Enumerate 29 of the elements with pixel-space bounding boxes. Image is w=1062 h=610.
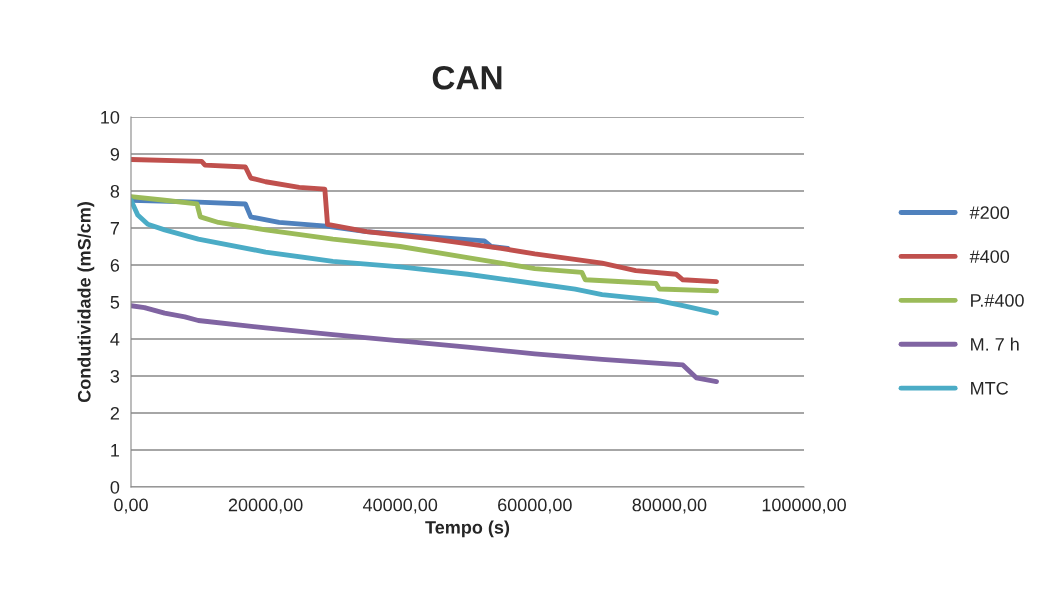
x-tick-label: 80000,00 — [632, 498, 707, 514]
legend-label: #400 — [969, 250, 1010, 263]
y-tick-label: 9 — [110, 147, 120, 161]
y-tick-label: 1 — [111, 444, 120, 457]
y-tick-label: 10 — [101, 110, 120, 124]
line-series — [131, 194, 719, 294]
legend-label: #200 — [969, 206, 1010, 220]
x-tick-label: 100000,00 — [762, 498, 846, 514]
x-tick-label: 20000,00 — [228, 498, 303, 514]
y-tick-label: 7 — [110, 222, 119, 235]
y-tick-label: 5 — [110, 296, 120, 309]
y-tick-label: 4 — [110, 333, 120, 346]
x-tick-label: 60000,00 — [498, 498, 572, 514]
legend-label: P.#400 — [971, 294, 1024, 307]
y-axis-title: Condutividade (mS/cm) — [77, 202, 95, 403]
line-series — [131, 157, 719, 285]
legend-label: M. 7 h — [971, 337, 1019, 351]
y-tick-label: 0 — [110, 480, 120, 494]
x-tick-label: 40000,00 — [362, 498, 438, 514]
line-series — [131, 197, 719, 316]
y-tick-label: 2 — [110, 406, 119, 420]
legend-label: MTC — [971, 381, 1009, 395]
y-tick-label: 3 — [110, 369, 120, 383]
x-tick-label: 0,00 — [114, 498, 148, 514]
x-axis-title: Tempo (s) — [425, 520, 510, 538]
chart-title: CAN — [432, 65, 502, 90]
y-tick-label: 8 — [110, 184, 120, 198]
line-series — [131, 303, 719, 384]
y-tick-label: 6 — [110, 258, 120, 272]
